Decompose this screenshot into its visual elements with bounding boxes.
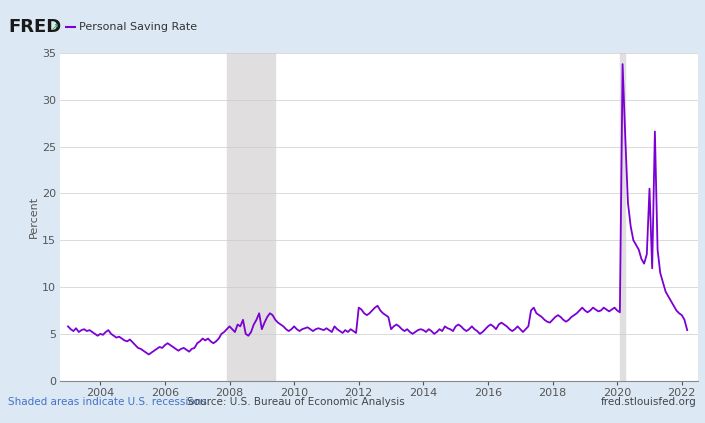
Text: Source: U.S. Bureau of Economic Analysis: Source: U.S. Bureau of Economic Analysis [188, 397, 405, 407]
Text: ↗: ↗ [51, 22, 59, 32]
Text: fred.stlouisfed.org: fred.stlouisfed.org [601, 397, 697, 407]
Text: Shaded areas indicate U.S. recessions.: Shaded areas indicate U.S. recessions. [8, 397, 211, 407]
Bar [620, 53, 625, 381]
Y-axis label: Percent: Percent [29, 196, 39, 238]
Text: Personal Saving Rate: Personal Saving Rate [79, 22, 197, 32]
Bar [227, 53, 276, 381]
Text: FRED: FRED [8, 18, 62, 36]
